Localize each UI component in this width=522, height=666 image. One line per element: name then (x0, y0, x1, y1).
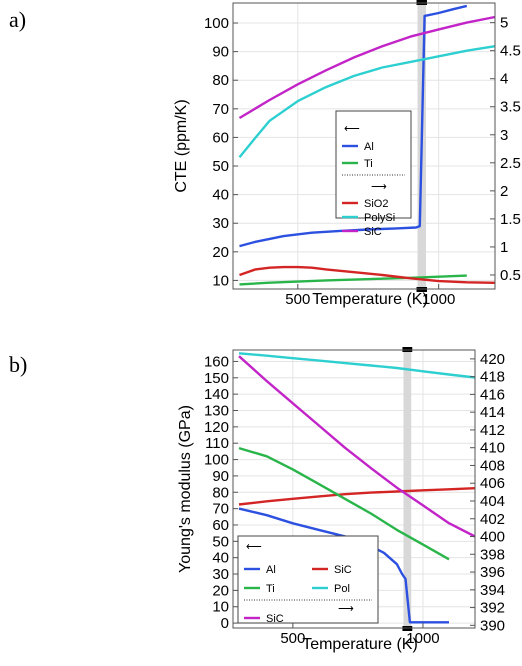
y2-tick-label: 3 (500, 127, 508, 144)
y-tick-label: 30 (212, 215, 229, 232)
series-line-polysi-right (238, 45, 496, 158)
y2-tick-label: 390 (480, 617, 505, 634)
series-line-sic-left (238, 487, 476, 506)
plot-frame (232, 2, 496, 290)
panel-b-label: b) (9, 352, 28, 377)
y2-tick-label: 414 (480, 404, 505, 421)
y2-tick-label: 4.5 (500, 43, 521, 60)
plot-frame (232, 349, 476, 629)
y2-tick-label: 420 (480, 351, 505, 368)
y-tick-label: 40 (212, 550, 229, 567)
y-axis-title: CTE (ppm/K) (173, 99, 190, 192)
y2-tick-label: 416 (480, 386, 505, 403)
y-tick-label: 10 (212, 272, 229, 289)
legend-label-ti: Ti (266, 583, 275, 595)
y-tick-label: 70 (212, 501, 229, 518)
legend-label-polysi: PolySi (364, 212, 395, 224)
legend-box (335, 110, 412, 219)
y-tick-label: 60 (212, 129, 229, 146)
y-tick-label: 40 (212, 187, 229, 204)
legend-label-sic: SiC (364, 226, 382, 238)
series-line-pol-left (238, 352, 476, 379)
y2-tick-label: 2.5 (500, 155, 521, 172)
panel-a-label: a) (9, 7, 27, 32)
y-tick-label: 80 (212, 72, 229, 89)
y-tick-label: 30 (212, 566, 229, 583)
x-axis-title: Temperature (K) (312, 291, 428, 308)
y-tick-label: 20 (212, 582, 229, 599)
x-tick-label: 500 (285, 291, 310, 308)
y-tick-label: 120 (204, 419, 229, 436)
y2-tick-label: 396 (480, 564, 505, 581)
legend-arrow-right-axis: ⟶ (338, 603, 354, 615)
y-tick-label: 100 (204, 452, 229, 469)
x-tick-label: 500 (280, 630, 305, 647)
legend-label-sio2: SiO2 (364, 198, 388, 210)
y-tick-label: 20 (212, 244, 229, 261)
y-tick-label: 90 (212, 44, 229, 61)
series-line-sio2-right (239, 265, 496, 284)
legend-label-ti: Ti (364, 158, 373, 170)
y2-tick-label: 394 (480, 582, 505, 599)
y2-tick-label: 412 (480, 422, 505, 439)
y-tick-label: 130 (204, 403, 229, 420)
series-line-sic-right (238, 15, 496, 120)
legend-arrow-right-axis: ⟶ (371, 181, 387, 193)
y-tick-label: 160 (204, 353, 229, 370)
legend-label-pol: Pol (334, 583, 350, 595)
y2-tick-label: 404 (480, 493, 505, 510)
legend-label-sic: SiC (334, 564, 352, 576)
y2-tick-label: 2 (500, 183, 508, 200)
y2-tick-label: 0.5 (500, 267, 521, 284)
y-tick-label: 0 (221, 615, 229, 632)
y-tick-label: 100 (204, 15, 229, 32)
legend-arrow-left-axis: ⟵ (344, 123, 360, 135)
y-tick-label: 50 (212, 533, 229, 550)
y2-tick-label: 402 (480, 511, 505, 528)
series-line-ti-left (238, 446, 450, 561)
legend-label-al: Al (364, 141, 374, 153)
x-axis-title: Temperature (K) (302, 636, 418, 653)
legend: ⟵ Al SiC Ti Pol ⟶ SiC (237, 535, 379, 625)
y2-tick-label: 5 (500, 15, 508, 32)
y2-tick-label: 4 (500, 71, 508, 88)
legend-box (237, 535, 379, 624)
y2-tick-label: 400 (480, 529, 505, 546)
y-tick-label: 140 (204, 386, 229, 403)
y-tick-label: 90 (212, 468, 229, 485)
y-tick-label: 110 (205, 435, 229, 452)
y2-tick-label: 418 (480, 369, 505, 386)
y-tick-label: 150 (204, 370, 229, 387)
y2-tick-label: 408 (480, 457, 505, 474)
y2-tick-label: 406 (480, 475, 505, 492)
legend-label-al: Al (266, 564, 276, 576)
legend-arrow-left-axis: ⟵ (246, 541, 262, 553)
series-line-sic-right (238, 355, 476, 538)
y2-tick-label: 392 (480, 600, 505, 617)
x-tick-label: 1000 (422, 291, 455, 308)
legend: ⟵ Al Ti ⟶ SiO2 PolySi SiC (335, 110, 412, 238)
y2-tick-label: 3.5 (500, 99, 521, 116)
legend-label-sic: SiC (266, 613, 284, 625)
y-tick-label: 10 (212, 599, 229, 616)
y-axis-title: Young's modulus (GPa) (177, 405, 194, 573)
series-line-ti-left (239, 274, 467, 286)
y2-tick-label: 1 (500, 239, 508, 256)
melting-band (403, 350, 412, 628)
series-line-al-left (238, 507, 449, 624)
y2-tick-label: 1.5 (500, 211, 521, 228)
chart-a: 10 20 30 40 50 60 70 80 90 100 0.5 1 1.5 2 2.5 3 3.5 4 4.5… (173, 0, 521, 308)
chart-b: 0102030405060708090100110120130140150160… (177, 347, 505, 653)
x-tick-label: 1000 (406, 630, 439, 647)
y2-tick-label: 410 (480, 440, 505, 457)
y-tick-label: 70 (212, 101, 229, 118)
y-tick-label: 80 (212, 484, 229, 501)
series-line-al-left (239, 4, 468, 248)
y-tick-label: 60 (212, 517, 229, 534)
y2-tick-label: 398 (480, 546, 505, 563)
y-tick-label: 50 (212, 158, 229, 175)
